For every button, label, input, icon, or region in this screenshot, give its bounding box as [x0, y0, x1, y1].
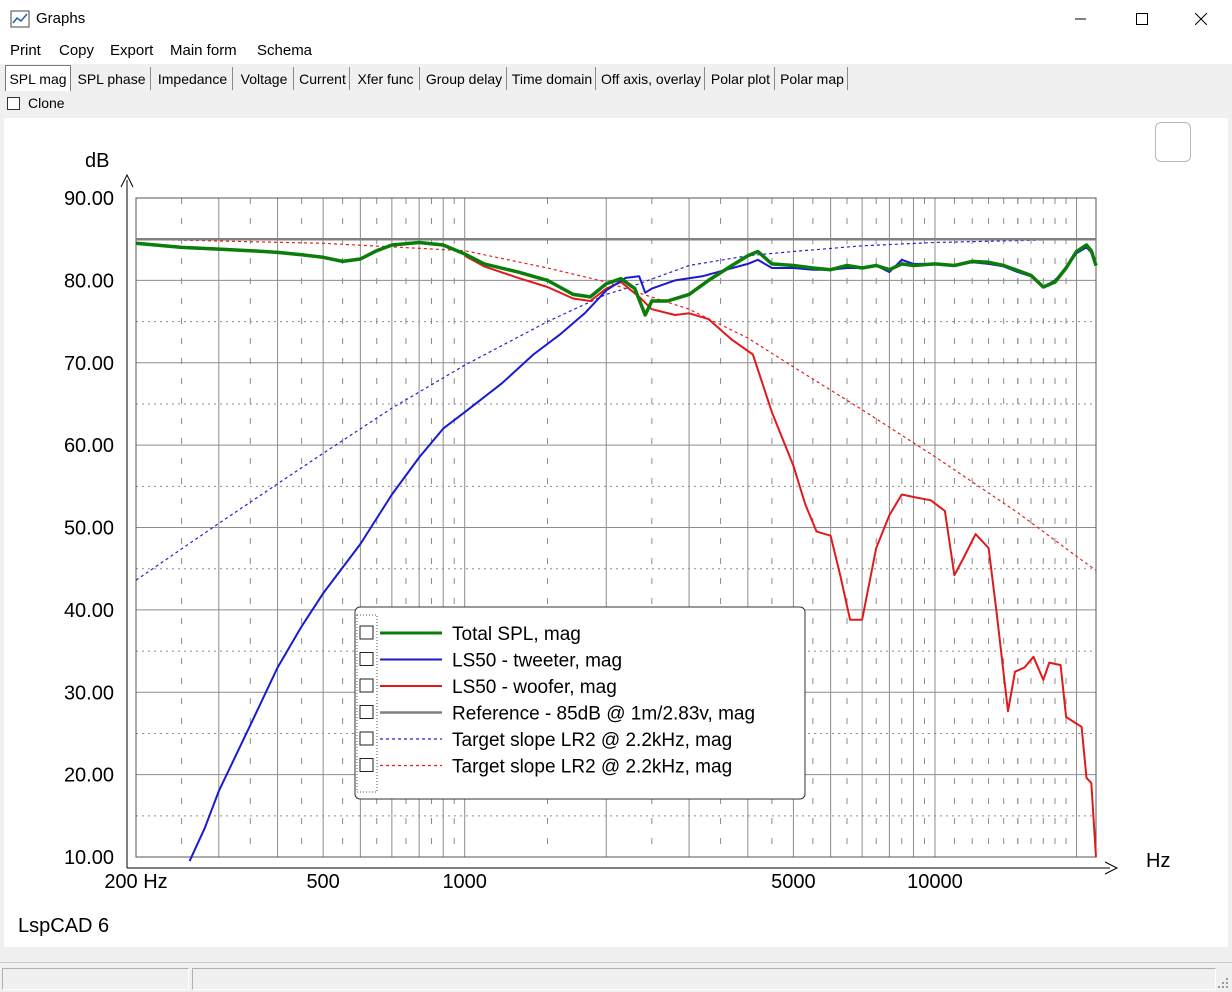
tab-xfer-func[interactable]: Xfer func — [352, 67, 420, 90]
resize-grip-icon[interactable] — [1216, 976, 1230, 990]
minimize-button[interactable] — [1058, 0, 1104, 38]
app-icon — [10, 10, 30, 28]
tab-time-domain[interactable]: Time domain — [509, 67, 596, 90]
maximize-icon — [1136, 13, 1148, 25]
status-bar — [0, 962, 1232, 992]
tab-group-delay[interactable]: Group delay — [422, 67, 507, 90]
minimize-icon — [1075, 18, 1086, 20]
corner-button[interactable] — [1155, 122, 1191, 162]
clone-label: Clone — [28, 95, 65, 111]
menu-main-form[interactable]: Main form — [170, 42, 237, 59]
tab-spl-mag[interactable]: SPL mag — [5, 65, 71, 91]
menu-copy[interactable]: Copy — [59, 42, 95, 59]
close-button[interactable] — [1178, 0, 1224, 38]
menu-bar: Print Copy Export Main form Schema — [0, 38, 1232, 64]
title-bar: Graphs — [0, 0, 1232, 38]
menu-schema[interactable]: Schema — [257, 42, 313, 59]
tab-off-axis-overlay[interactable]: Off axis, overlay — [598, 67, 705, 90]
clone-checkbox-box[interactable] — [7, 97, 20, 110]
maximize-button[interactable] — [1119, 0, 1165, 38]
tab-current[interactable]: Current — [296, 67, 350, 90]
tab-impedance[interactable]: Impedance — [153, 67, 233, 90]
close-icon — [1195, 13, 1207, 25]
window-title: Graphs — [36, 10, 86, 27]
menu-export[interactable]: Export — [110, 42, 154, 59]
tab-polar-plot[interactable]: Polar plot — [707, 67, 775, 90]
status-cell-1 — [2, 968, 189, 990]
tab-spl-phase[interactable]: SPL phase — [73, 67, 151, 90]
plot-panel — [4, 118, 1228, 947]
tab-voltage[interactable]: Voltage — [235, 67, 294, 90]
tab-polar-map[interactable]: Polar map — [777, 67, 848, 90]
status-cell-2 — [192, 968, 1216, 990]
menu-print[interactable]: Print — [10, 42, 41, 59]
tab-bar: SPL mag SPL phase Impedance Voltage Curr… — [0, 64, 1232, 92]
